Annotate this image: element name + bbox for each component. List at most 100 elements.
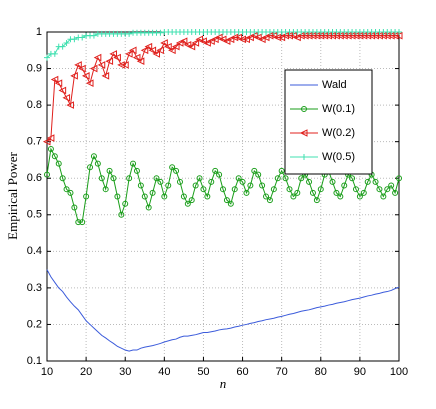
marker (261, 33, 270, 42)
marker (349, 175, 356, 182)
marker (294, 189, 301, 196)
marker (301, 106, 307, 112)
marker (93, 53, 102, 62)
marker (309, 189, 316, 196)
marker (90, 153, 97, 160)
marker (156, 46, 164, 55)
marker (102, 186, 109, 193)
y-tick-label: 0.7 (27, 136, 42, 148)
marker (157, 178, 164, 185)
marker (81, 72, 90, 80)
marker (168, 46, 176, 55)
marker (176, 178, 183, 185)
legend: Wald W(0.1) W(0.2) W(0.5) (284, 69, 373, 175)
x-tick-label: 70 (276, 366, 288, 378)
marker (130, 160, 137, 167)
marker (63, 39, 70, 46)
marker (247, 182, 254, 189)
marker (218, 35, 227, 44)
marker (290, 193, 297, 200)
marker (161, 193, 168, 200)
marker (105, 57, 114, 66)
marker (141, 193, 148, 200)
marker (117, 61, 125, 69)
marker (145, 204, 152, 211)
marker (216, 171, 223, 178)
marker (192, 182, 199, 189)
marker (46, 134, 55, 142)
marker (337, 193, 344, 200)
marker (118, 211, 125, 218)
series-line (46, 147, 400, 223)
marker (196, 175, 203, 182)
marker (58, 86, 67, 95)
marker (87, 164, 94, 171)
marker (212, 167, 219, 174)
marker (392, 189, 399, 196)
x-tick-label: 100 (390, 366, 408, 378)
marker (164, 42, 172, 51)
y-tick-label: 0.2 (27, 318, 42, 330)
y-tick-label: 0.3 (27, 282, 42, 294)
marker (255, 171, 262, 178)
marker (234, 33, 243, 42)
marker (222, 37, 231, 45)
marker (254, 33, 262, 42)
marker (101, 72, 110, 80)
marker (51, 50, 58, 57)
marker (203, 39, 211, 47)
marker (148, 46, 157, 55)
marker (54, 79, 63, 87)
marker (137, 182, 144, 189)
marker (184, 200, 191, 207)
marker (59, 43, 66, 50)
marker (293, 33, 301, 42)
marker (235, 175, 242, 182)
marker (75, 219, 82, 226)
marker (132, 53, 141, 62)
x-axis-label: n (220, 376, 227, 391)
legend-label: Wald (322, 79, 347, 91)
legend-label: W(0.1) (322, 103, 355, 115)
marker (333, 189, 340, 196)
y-tick-label: 0.8 (27, 99, 42, 111)
marker (51, 153, 58, 160)
marker (47, 145, 54, 152)
y-tick-label: 0.6 (27, 172, 42, 184)
marker (63, 186, 70, 193)
marker (160, 39, 168, 47)
marker (110, 175, 117, 182)
marker (133, 167, 140, 174)
marker (364, 178, 371, 185)
y-tick-label: 1 (36, 26, 42, 38)
y-tick-label: 0.4 (27, 245, 42, 257)
marker (270, 186, 277, 193)
marker (106, 167, 113, 174)
marker (114, 193, 121, 200)
marker (266, 197, 273, 204)
marker (169, 164, 176, 171)
marker (211, 35, 219, 44)
marker (113, 53, 121, 62)
marker (44, 171, 50, 178)
marker (299, 129, 308, 137)
marker (242, 35, 250, 44)
marker (341, 182, 348, 189)
marker (152, 50, 161, 58)
marker (329, 178, 336, 185)
marker (246, 33, 254, 42)
marker (59, 175, 66, 182)
marker (372, 178, 379, 185)
marker (179, 37, 188, 45)
marker (121, 61, 129, 69)
marker (171, 42, 180, 51)
y-tick-label: 0.1 (27, 355, 42, 367)
marker (188, 197, 195, 204)
marker (98, 175, 105, 182)
marker (220, 186, 226, 193)
marker (79, 34, 86, 41)
marker (78, 64, 86, 73)
x-tick-label: 50 (197, 366, 209, 378)
marker (79, 219, 86, 226)
